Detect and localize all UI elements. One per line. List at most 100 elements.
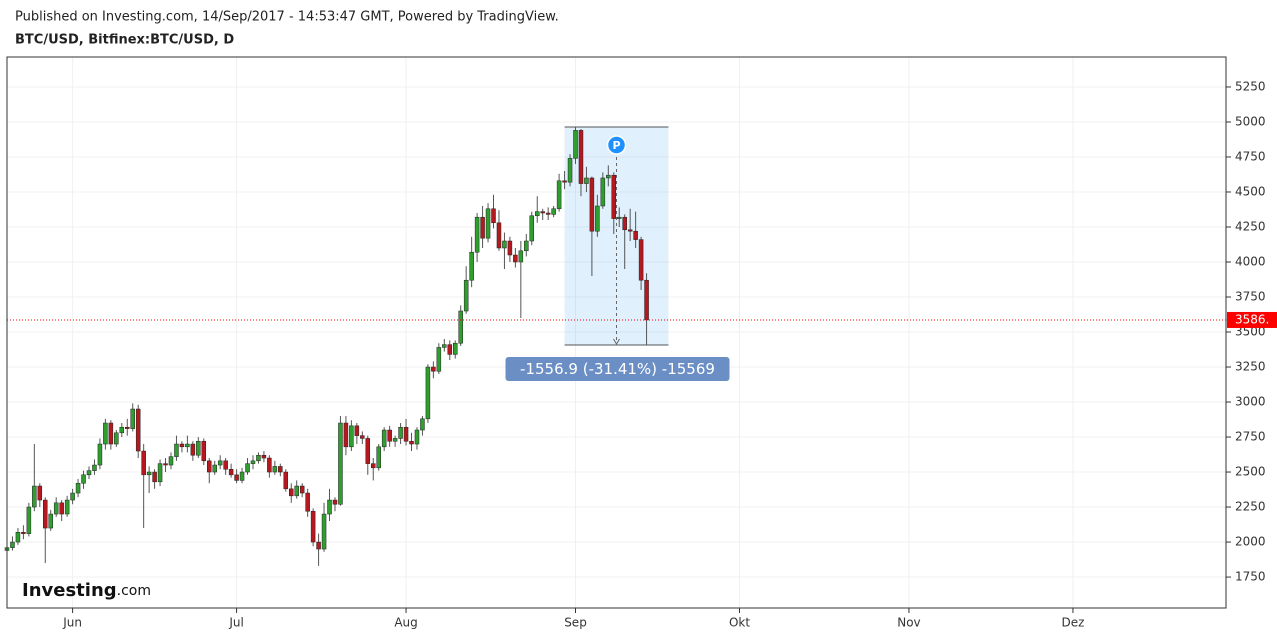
y-tick-label: 5000 [1235, 114, 1266, 128]
y-tick-label: 3000 [1235, 395, 1266, 409]
candle-body [272, 466, 278, 473]
candle-body [152, 471, 157, 483]
candle-body [463, 279, 469, 312]
candle-body [518, 250, 524, 263]
candle-body [442, 344, 447, 348]
candle-body [633, 230, 638, 240]
candle-body [53, 502, 59, 515]
candle-body [228, 468, 234, 476]
candle-body [447, 344, 453, 355]
candle-body [125, 426, 130, 429]
measure-marker [606, 135, 627, 155]
candle-body [267, 457, 272, 473]
candle-body [578, 130, 584, 184]
candle-body [283, 471, 289, 490]
x-tick-label: Sep [564, 616, 587, 630]
y-tick-label: 1750 [1235, 570, 1266, 584]
x-tick-label: Aug [394, 616, 417, 630]
candle-body [392, 438, 398, 442]
candle-body [567, 158, 573, 183]
candle-body [32, 485, 37, 508]
candle-body [551, 208, 556, 215]
candle-body [305, 492, 310, 512]
candle-body [403, 426, 409, 442]
y-tick-label: 2000 [1235, 535, 1266, 549]
y-tick-label: 2500 [1235, 465, 1266, 479]
candle-body [327, 499, 332, 515]
marks [4, 126, 1226, 566]
published-note: Published on Investing.com, 14/Sep/2017 … [15, 10, 559, 25]
x-tick-label: Jul [228, 616, 243, 630]
candle-body [398, 426, 403, 439]
candle-body [316, 541, 321, 550]
candle-body [627, 229, 633, 232]
logo: Investing.com [22, 580, 151, 601]
candle-body [185, 443, 190, 448]
logo-suffix: .com [117, 583, 151, 599]
candle-body [141, 450, 146, 476]
candle-body [64, 499, 70, 515]
y-tick-label: 5250 [1235, 79, 1266, 93]
candle-body [86, 470, 92, 476]
candle-body [414, 429, 420, 445]
candle-body [431, 366, 436, 372]
candle-body [130, 408, 135, 429]
candle-body [114, 432, 119, 445]
candle-body [294, 485, 299, 497]
candle-body [644, 279, 649, 321]
candle-body [250, 460, 256, 464]
y-tick-label: 4250 [1235, 219, 1266, 233]
candle-body [491, 208, 496, 224]
candle-body [21, 531, 26, 534]
y-tick-label: 4500 [1235, 184, 1266, 198]
x-tick-label: Jun [62, 616, 82, 630]
candle-body [529, 215, 535, 242]
candle-body [540, 211, 545, 214]
measure-label: -1556.9 (-31.41%) -15569 [520, 360, 715, 378]
candle-body [452, 342, 458, 355]
candle-body [485, 208, 491, 239]
candle-body [59, 502, 64, 515]
candle-body [365, 438, 371, 464]
candle-body [163, 463, 168, 466]
symbol-title: BTC/USD, Bitfinex:BTC/USD, D [15, 33, 234, 48]
candle-body [81, 474, 86, 484]
candle-body [217, 460, 223, 466]
candle-body [48, 513, 53, 529]
candle-body [332, 499, 338, 505]
candle-body [376, 446, 381, 469]
candle-body [573, 130, 578, 159]
candle-body [157, 463, 163, 483]
y-tick-label: 4750 [1235, 149, 1266, 163]
candle-body [354, 425, 360, 436]
candle-body [190, 443, 196, 456]
candle-body [436, 347, 442, 372]
candle-body [381, 429, 387, 448]
candle-body [70, 492, 75, 501]
x-tick-label: Nov [897, 616, 920, 630]
candle-body [622, 216, 627, 231]
candle-body [480, 216, 485, 239]
candle-body [75, 482, 81, 494]
y-tick-label: 2750 [1235, 430, 1266, 444]
y-tick-label: 3750 [1235, 290, 1266, 304]
y-tick-label: 4000 [1235, 254, 1266, 268]
last-price-box [1227, 311, 1277, 328]
candle-body [245, 463, 250, 473]
candle-body [507, 240, 513, 256]
candle-body [310, 510, 316, 543]
candle-body [600, 177, 606, 207]
candle-body [212, 464, 217, 473]
candle-body [502, 240, 507, 249]
candle-body [562, 180, 567, 183]
candle-body [611, 174, 617, 219]
candle-body [223, 460, 228, 470]
candle-body [146, 471, 152, 476]
y-tick-label: 3500 [1235, 325, 1266, 339]
measure-label-box [505, 357, 730, 382]
candle-body [545, 212, 551, 215]
logo-name: Investing [22, 580, 117, 601]
candle-body [584, 177, 589, 184]
candle-body [256, 454, 261, 462]
candle-body [174, 443, 179, 457]
